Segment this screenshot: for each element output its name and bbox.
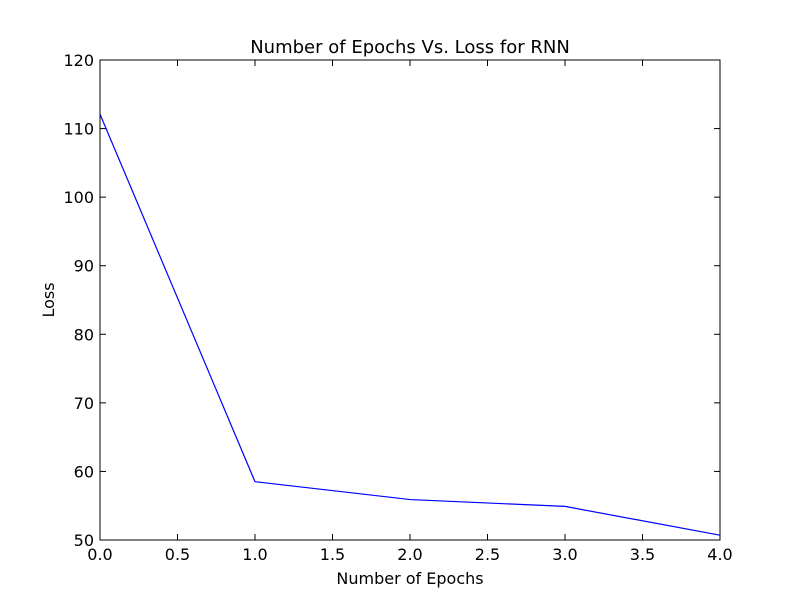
y-tick-label: 110: [63, 120, 94, 139]
x-tick-label: 0.5: [165, 545, 190, 564]
x-tick-label: 1.0: [242, 545, 267, 564]
y-axis-label: Loss: [39, 282, 58, 317]
x-tick-label: 4.0: [707, 545, 732, 564]
x-tick-label: 0.0: [87, 545, 112, 564]
plot-area-frame: [99, 59, 721, 541]
x-tick-label: 2.0: [397, 545, 422, 564]
y-tick-label: 80: [74, 325, 94, 344]
series-layer: [99, 113, 721, 536]
y-tick-label: 70: [74, 394, 94, 413]
series-line-0: [99, 113, 721, 536]
y-tick-label: 60: [74, 462, 94, 481]
y-tick-label: 90: [74, 257, 94, 276]
x-tick-label: 2.5: [475, 545, 500, 564]
y-tick-label: 50: [74, 531, 94, 550]
x-axis-label: Number of Epochs: [336, 569, 483, 588]
chart-title: Number of Epochs Vs. Loss for RNN: [250, 37, 570, 58]
x-tick-label: 3.5: [630, 545, 655, 564]
y-tick-label: 120: [63, 51, 94, 70]
y-tick-label: 100: [63, 188, 94, 207]
x-tick-label: 3.0: [552, 545, 577, 564]
tick-labels-layer: 0.0 0.5 1.0 1.5 2.0 2.5 3.0 3.5 4.0 50 60 70 80 90 100…: [63, 51, 732, 564]
x-tick-label: 1.5: [320, 545, 345, 564]
